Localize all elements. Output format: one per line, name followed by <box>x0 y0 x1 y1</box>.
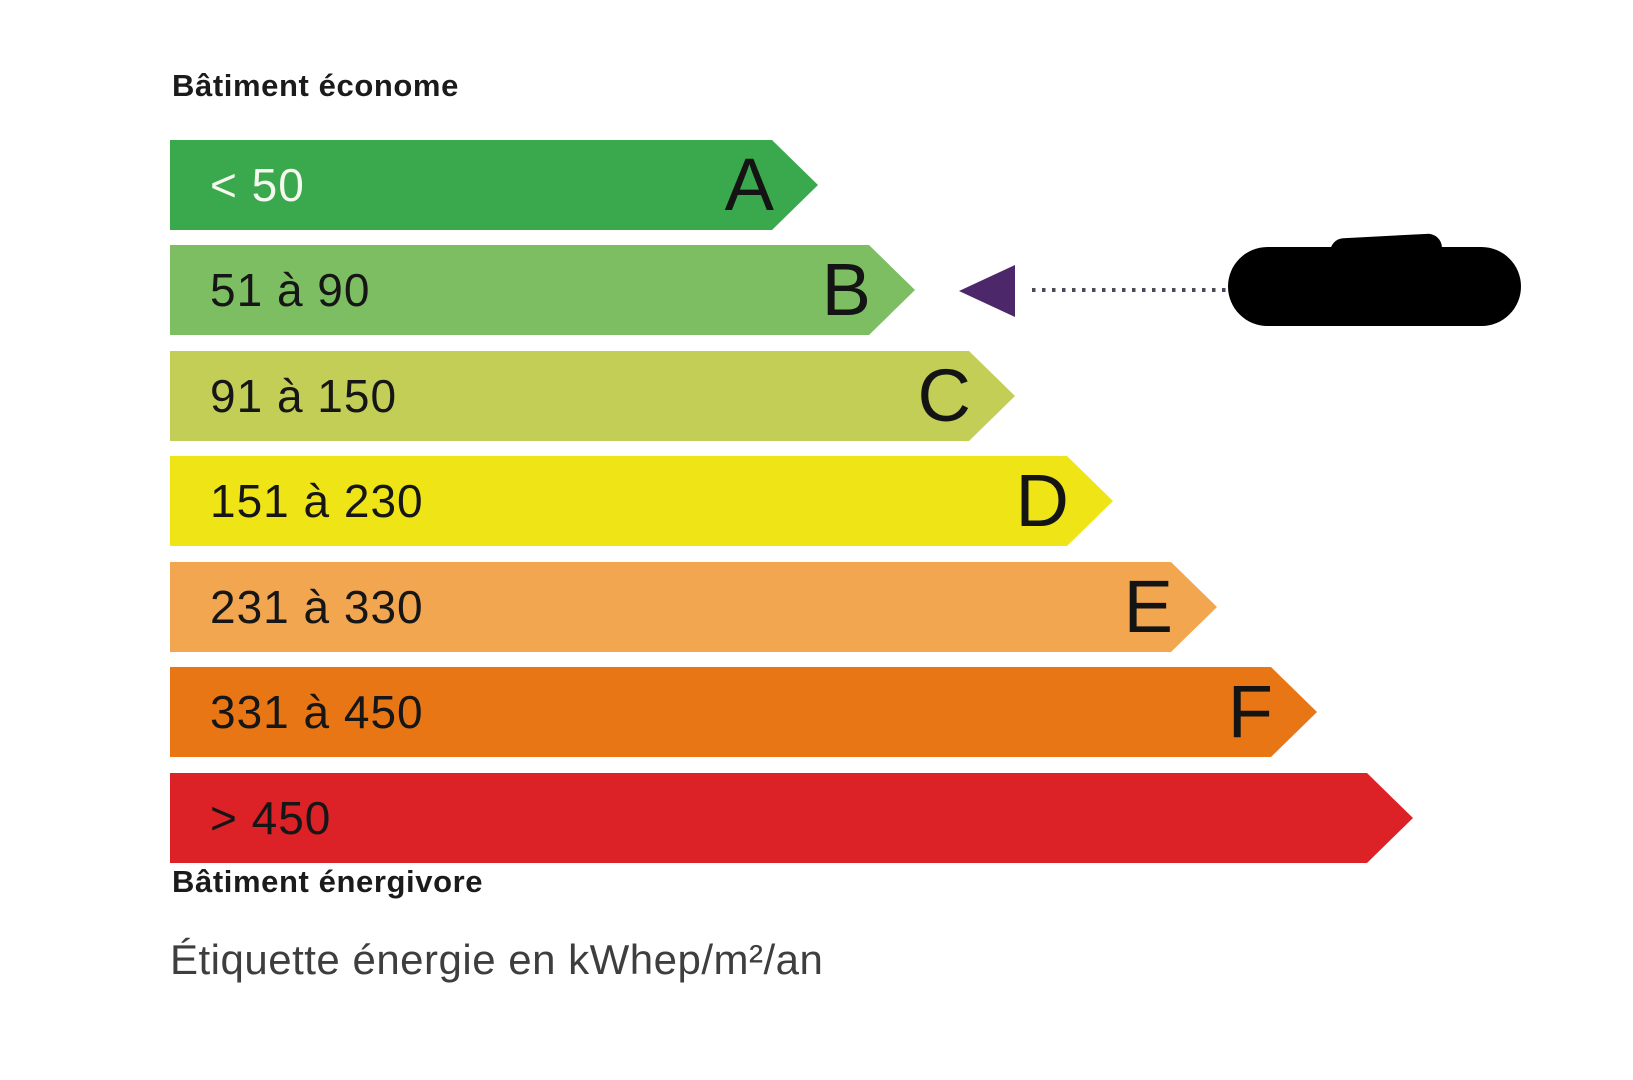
energy-class-bar-f: 331 à 450 F <box>170 667 1317 757</box>
class-g-range-label: > 450 <box>210 792 332 844</box>
class-f-range-label: 331 à 450 <box>210 686 424 738</box>
class-a-range-label: < 50 <box>210 159 305 211</box>
class-b-letter: B <box>821 248 871 331</box>
class-b-range-label: 51 à 90 <box>210 264 371 316</box>
class-f-letter: F <box>1227 670 1273 753</box>
class-d-range-label: 151 à 230 <box>210 475 424 527</box>
selected-class-arrow-icon <box>959 265 1015 317</box>
class-a-letter: A <box>724 143 774 226</box>
energy-label-caption: Étiquette énergie en kWhep/m²/an <box>170 936 824 983</box>
economical-building-label: Bâtiment économe <box>172 68 459 103</box>
class-d-letter: D <box>1015 459 1069 542</box>
energy-class-bar-a: < 50 A <box>170 140 818 230</box>
class-e-letter: E <box>1123 565 1173 648</box>
energy-class-bar-c: 91 à 150 C <box>170 351 1015 441</box>
dotted-connector-line <box>1032 288 1228 292</box>
energy-class-bar-e: 231 à 330 E <box>170 562 1217 652</box>
class-e-range-label: 231 à 330 <box>210 581 424 633</box>
energy-class-bar-d: 151 à 230 D <box>170 456 1113 546</box>
redacted-value-overlay-edge <box>1329 233 1443 267</box>
class-c-range-label: 91 à 150 <box>210 370 398 422</box>
energy-class-bar-g: > 450 <box>170 773 1413 863</box>
class-c-letter: C <box>917 354 971 437</box>
energy-class-bar-b: 51 à 90 B <box>170 245 915 335</box>
energy-hungry-building-label: Bâtiment énergivore <box>172 864 484 899</box>
